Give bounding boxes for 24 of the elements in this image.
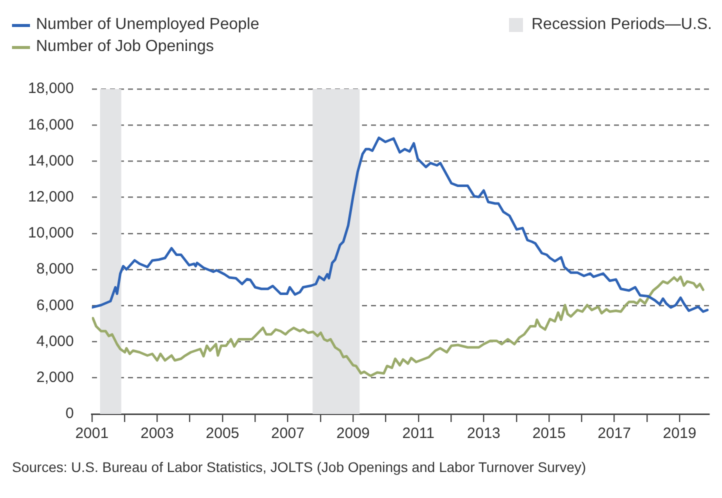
x-tick-label: 2001 [75, 425, 109, 442]
x-tick-label: 2003 [140, 425, 174, 442]
x-tick-label: 2007 [271, 425, 304, 442]
legend-label: Number of Job Openings [36, 38, 214, 56]
x-tick-label: 2005 [206, 425, 240, 442]
x-tick-label: 2011 [402, 425, 435, 442]
y-tick-label: 16,000 [28, 116, 74, 134]
y-tick-label: 14,000 [28, 152, 74, 170]
y-tick-label: 18,000 [28, 80, 74, 98]
x-tick-label: 2019 [662, 425, 696, 442]
y-tick-label: 6,000 [36, 296, 74, 314]
y-tick-label: 8,000 [36, 260, 74, 278]
y-tick-label: 4,000 [36, 332, 74, 350]
x-tick-label: 2009 [336, 425, 370, 442]
y-tick-label: 10,000 [28, 224, 74, 242]
x-tick-label: 2017 [598, 425, 631, 442]
y-tick-label: 0 [66, 405, 74, 422]
source-note: Sources: U.S. Bureau of Labor Statistics, JOLTS (Job Openings and Labor Turnover Survey) [12, 458, 588, 476]
legend-label: Recession Periods—U.S. [531, 16, 712, 34]
y-tick-label: 12,000 [28, 188, 74, 206]
x-tick-label: 2015 [532, 425, 566, 442]
y-tick-label: 2,000 [36, 369, 74, 386]
x-tick-label: 2013 [467, 425, 500, 442]
legend-label: Number of Unemployed People [36, 16, 260, 34]
